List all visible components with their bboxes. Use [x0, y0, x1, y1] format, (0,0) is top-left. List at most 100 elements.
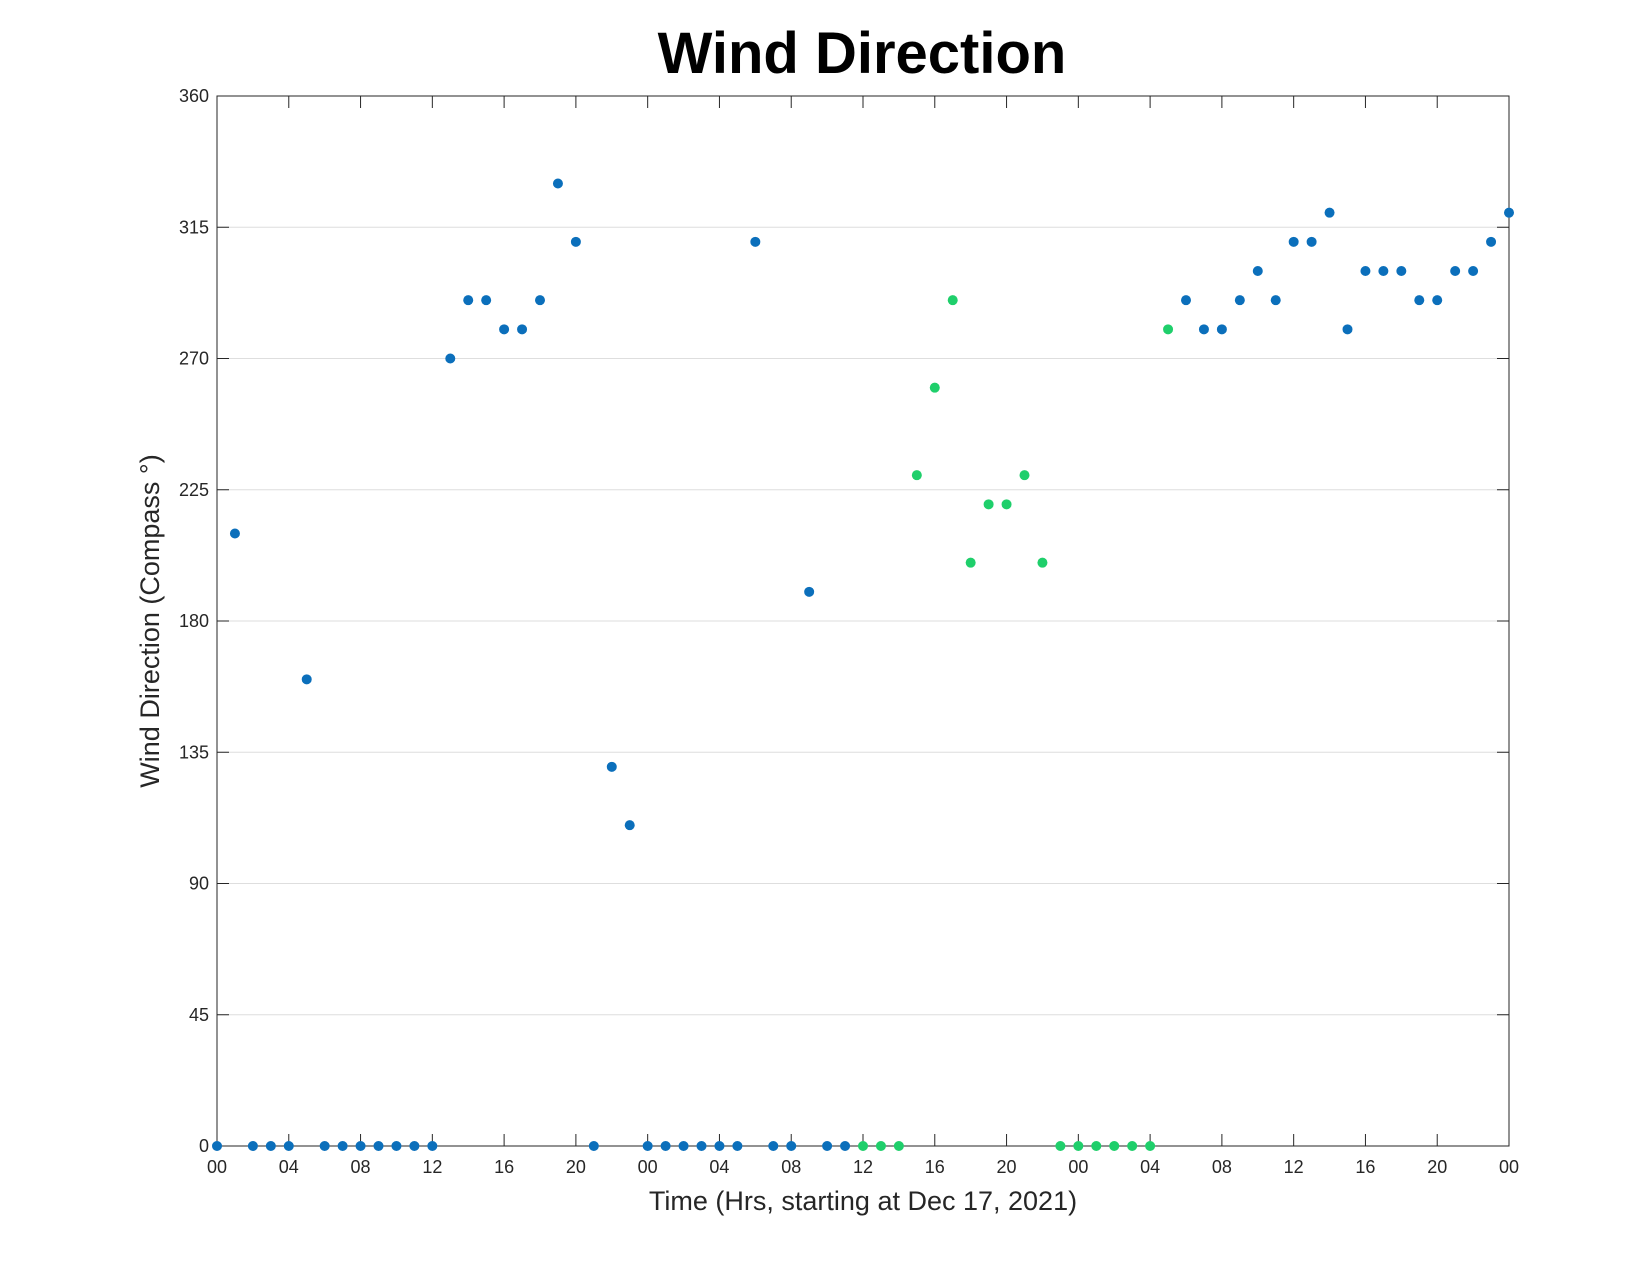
data-point-blue	[212, 1141, 222, 1151]
data-point-blue	[1468, 266, 1479, 276]
data-point-green	[1037, 557, 1048, 568]
data-point-blue	[247, 1141, 258, 1151]
data-point-blue	[1216, 324, 1227, 335]
data-point-blue	[337, 1141, 348, 1151]
data-point-blue	[373, 1141, 384, 1151]
data-point-blue	[1342, 324, 1353, 335]
data-point-blue	[535, 295, 545, 306]
data-point-blue	[265, 1141, 276, 1151]
data-point-blue	[1288, 236, 1299, 247]
data-point-blue	[355, 1141, 366, 1151]
data-point-green	[1145, 1141, 1156, 1151]
data-point-blue	[786, 1141, 797, 1151]
y-tick-label: 225	[179, 480, 209, 500]
data-point-blue	[319, 1141, 330, 1151]
data-point-green	[1127, 1141, 1138, 1151]
data-point-blue	[678, 1141, 689, 1151]
data-point-blue	[391, 1141, 402, 1151]
data-point-blue	[427, 1141, 438, 1151]
data-point-blue	[1486, 236, 1497, 247]
data-point-green	[1109, 1141, 1120, 1151]
data-point-green	[911, 470, 922, 481]
x-tick-label: 20	[566, 1157, 586, 1177]
data-point-blue	[840, 1141, 851, 1151]
data-point-blue	[1198, 324, 1209, 335]
y-tick-label: 270	[179, 349, 209, 369]
x-tick-label: 16	[494, 1157, 514, 1177]
data-point-blue	[1504, 207, 1514, 218]
chart-title: Wind Direction	[658, 21, 1067, 86]
data-point-blue	[1450, 266, 1461, 276]
x-axis-tick-labels: 00 04 08 12 16 20 00 04 08 12 16 20 00 04 08 12 16 20 00	[207, 1157, 1519, 1177]
data-point-green	[1163, 324, 1174, 335]
data-points	[212, 178, 1514, 1151]
x-tick-label: 00	[1499, 1157, 1519, 1177]
data-point-blue	[301, 674, 312, 685]
x-tick-label: 08	[781, 1157, 801, 1177]
x-tick-label: 08	[351, 1157, 371, 1177]
x-tick-label: 00	[1068, 1157, 1088, 1177]
y-axis-label: Wind Direction (Compass °)	[135, 454, 165, 787]
data-point-green	[947, 295, 958, 306]
data-point-blue	[283, 1141, 294, 1151]
data-point-blue	[768, 1141, 779, 1151]
data-point-blue	[804, 586, 815, 597]
data-point-blue	[1432, 295, 1443, 306]
x-tick-label: 20	[997, 1157, 1017, 1177]
gridlines	[217, 226, 1509, 1016]
y-tick-label: 45	[189, 1005, 209, 1025]
axis-ticks	[216, 95, 1510, 1147]
data-point-green	[893, 1141, 904, 1151]
data-point-green	[1091, 1141, 1102, 1151]
data-point-blue	[642, 1141, 653, 1151]
data-point-blue	[1396, 266, 1407, 276]
data-point-blue	[1234, 295, 1245, 306]
x-tick-label: 12	[853, 1157, 873, 1177]
data-point-blue	[1181, 295, 1191, 306]
data-point-green	[1019, 470, 1030, 481]
data-point-blue	[660, 1141, 671, 1151]
x-tick-label: 00	[638, 1157, 658, 1177]
data-point-blue	[732, 1141, 743, 1151]
data-point-blue	[1252, 266, 1263, 276]
data-point-green	[965, 557, 976, 568]
data-point-blue	[1270, 295, 1281, 306]
x-tick-label: 08	[1212, 1157, 1232, 1177]
y-tick-label: 0	[199, 1136, 209, 1156]
data-point-green	[1073, 1141, 1084, 1151]
data-point-blue	[624, 820, 635, 831]
data-point-green	[1055, 1141, 1066, 1151]
y-tick-label: 90	[189, 874, 209, 894]
y-tick-label: 180	[179, 611, 209, 631]
data-point-blue	[696, 1141, 707, 1151]
data-point-blue	[409, 1141, 420, 1151]
data-point-blue	[714, 1141, 725, 1151]
data-point-blue	[606, 761, 617, 772]
y-tick-label: 135	[179, 742, 209, 762]
x-tick-label: 04	[279, 1157, 299, 1177]
data-point-blue	[588, 1141, 599, 1151]
x-tick-label: 16	[1355, 1157, 1375, 1177]
data-point-blue	[499, 324, 510, 335]
y-tick-label: 360	[179, 86, 209, 106]
data-point-blue	[517, 324, 528, 335]
x-tick-label: 20	[1427, 1157, 1447, 1177]
x-tick-label: 12	[422, 1157, 442, 1177]
data-point-green	[858, 1141, 868, 1151]
data-point-green	[1001, 499, 1012, 510]
data-point-blue	[750, 236, 761, 247]
data-point-blue	[1360, 266, 1371, 276]
data-point-blue	[1324, 207, 1335, 218]
x-tick-label: 04	[709, 1157, 729, 1177]
x-tick-label: 04	[1140, 1157, 1160, 1177]
data-point-blue	[1378, 266, 1389, 276]
data-point-green	[983, 499, 994, 510]
y-tick-label: 315	[179, 217, 209, 237]
x-tick-label: 12	[1284, 1157, 1304, 1177]
data-point-blue	[481, 295, 492, 306]
data-point-blue	[822, 1141, 833, 1151]
x-axis-label: Time (Hrs, starting at Dec 17, 2021)	[649, 1186, 1077, 1216]
y-axis-tick-labels: 0 45 90 135 180 225 270 315 360	[179, 86, 209, 1156]
data-point-blue	[552, 178, 563, 189]
